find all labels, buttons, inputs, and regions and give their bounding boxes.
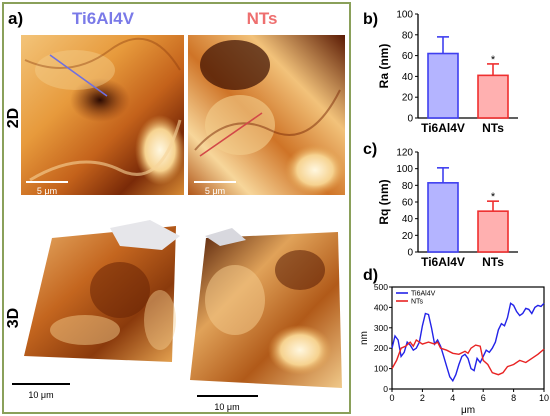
afm-2d-nts-image [188, 35, 345, 195]
y-tick-label: 60 [402, 198, 414, 209]
afm-2d-ti-scale-label: 5 μm [37, 186, 57, 196]
x-tick-label: 2 [420, 393, 425, 403]
x-tick-label: 6 [481, 393, 486, 403]
bar-nts [477, 74, 509, 119]
category-label: Ti6Al4V [421, 121, 465, 135]
legend-label: Ti6Al4V [411, 291, 436, 298]
series-line-nts [391, 338, 545, 376]
chart-ra: 0 20 40 60 80 100 Ra (nm) Ti6Al4V * NTs [377, 10, 518, 135]
afm-col-label-nts: NTs [247, 9, 278, 28]
y-axis-label: nm [359, 331, 370, 345]
afm-2d-nts-profile-line [199, 112, 263, 157]
y-tick-label: 40 [402, 72, 414, 83]
legend-label: NTs [411, 299, 424, 306]
panel-a-label: a) [8, 9, 23, 28]
category-label: NTs [482, 255, 504, 269]
afm-row-label-2d: 2D [5, 108, 22, 128]
panel-c-label: c) [363, 141, 377, 158]
afm-3d-nts-image [190, 228, 342, 388]
y-tick-label: 20 [402, 231, 414, 242]
y-tick-label: 20 [402, 93, 414, 104]
afm-2d-nts-scale-label: 5 μm [205, 186, 225, 196]
afm-2d-ti-profile-line [49, 54, 108, 97]
y-tick-label: 0 [383, 384, 388, 394]
afm-3d-nts-scale-label: 10 μm [214, 402, 239, 412]
category-label: NTs [482, 121, 504, 135]
y-tick-label: 80 [402, 30, 414, 41]
series-line-ti6al4v [391, 302, 545, 383]
panel-b-label: b) [363, 11, 378, 28]
afm-col-label-ti: Ti6Al4V [72, 9, 135, 28]
y-tick-label: 120 [396, 148, 413, 159]
category-label: Ti6Al4V [421, 255, 465, 269]
y-tick-label: 100 [396, 164, 413, 175]
x-axis-label: μm [461, 405, 475, 416]
bar-nts [477, 210, 509, 253]
y-tick-label: 0 [407, 248, 413, 259]
bar-ti6al4v [427, 52, 459, 119]
y-tick-label: 0 [407, 114, 413, 125]
y-tick-label: 300 [374, 323, 388, 333]
y-axis-label: Ra (nm) [377, 44, 391, 89]
y-tick-label: 80 [402, 181, 414, 192]
y-axis-label: Rq (nm) [377, 179, 391, 224]
y-tick-label: 100 [374, 364, 388, 374]
bar-ti6al4v [427, 182, 459, 253]
plot-frame [391, 286, 545, 390]
significance-marker: * [491, 54, 496, 66]
afm-3d-ti-image [24, 220, 180, 362]
afm-panel-frame [2, 2, 351, 414]
y-tick-label: 500 [374, 282, 388, 292]
x-tick-label: 8 [511, 393, 516, 403]
afm-2d-ti-image [21, 35, 185, 195]
y-tick-label: 400 [374, 302, 388, 312]
afm-row-label-3d: 3D [5, 308, 22, 328]
x-tick-label: 4 [450, 393, 455, 403]
afm-3d-ti-scale-label: 10 μm [28, 390, 53, 400]
y-tick-label: 40 [402, 214, 414, 225]
significance-marker: * [491, 191, 496, 203]
y-tick-label: 100 [396, 10, 413, 21]
x-tick-label: 10 [539, 393, 549, 403]
chart-rq: 0 20 40 60 80 100 120 Rq (nm) Ti6Al4V * NTs [377, 148, 518, 269]
panel-d-label: d) [363, 267, 378, 284]
y-tick-label: 60 [402, 51, 414, 62]
x-tick-label: 0 [389, 393, 394, 403]
y-tick-label: 200 [374, 343, 388, 353]
